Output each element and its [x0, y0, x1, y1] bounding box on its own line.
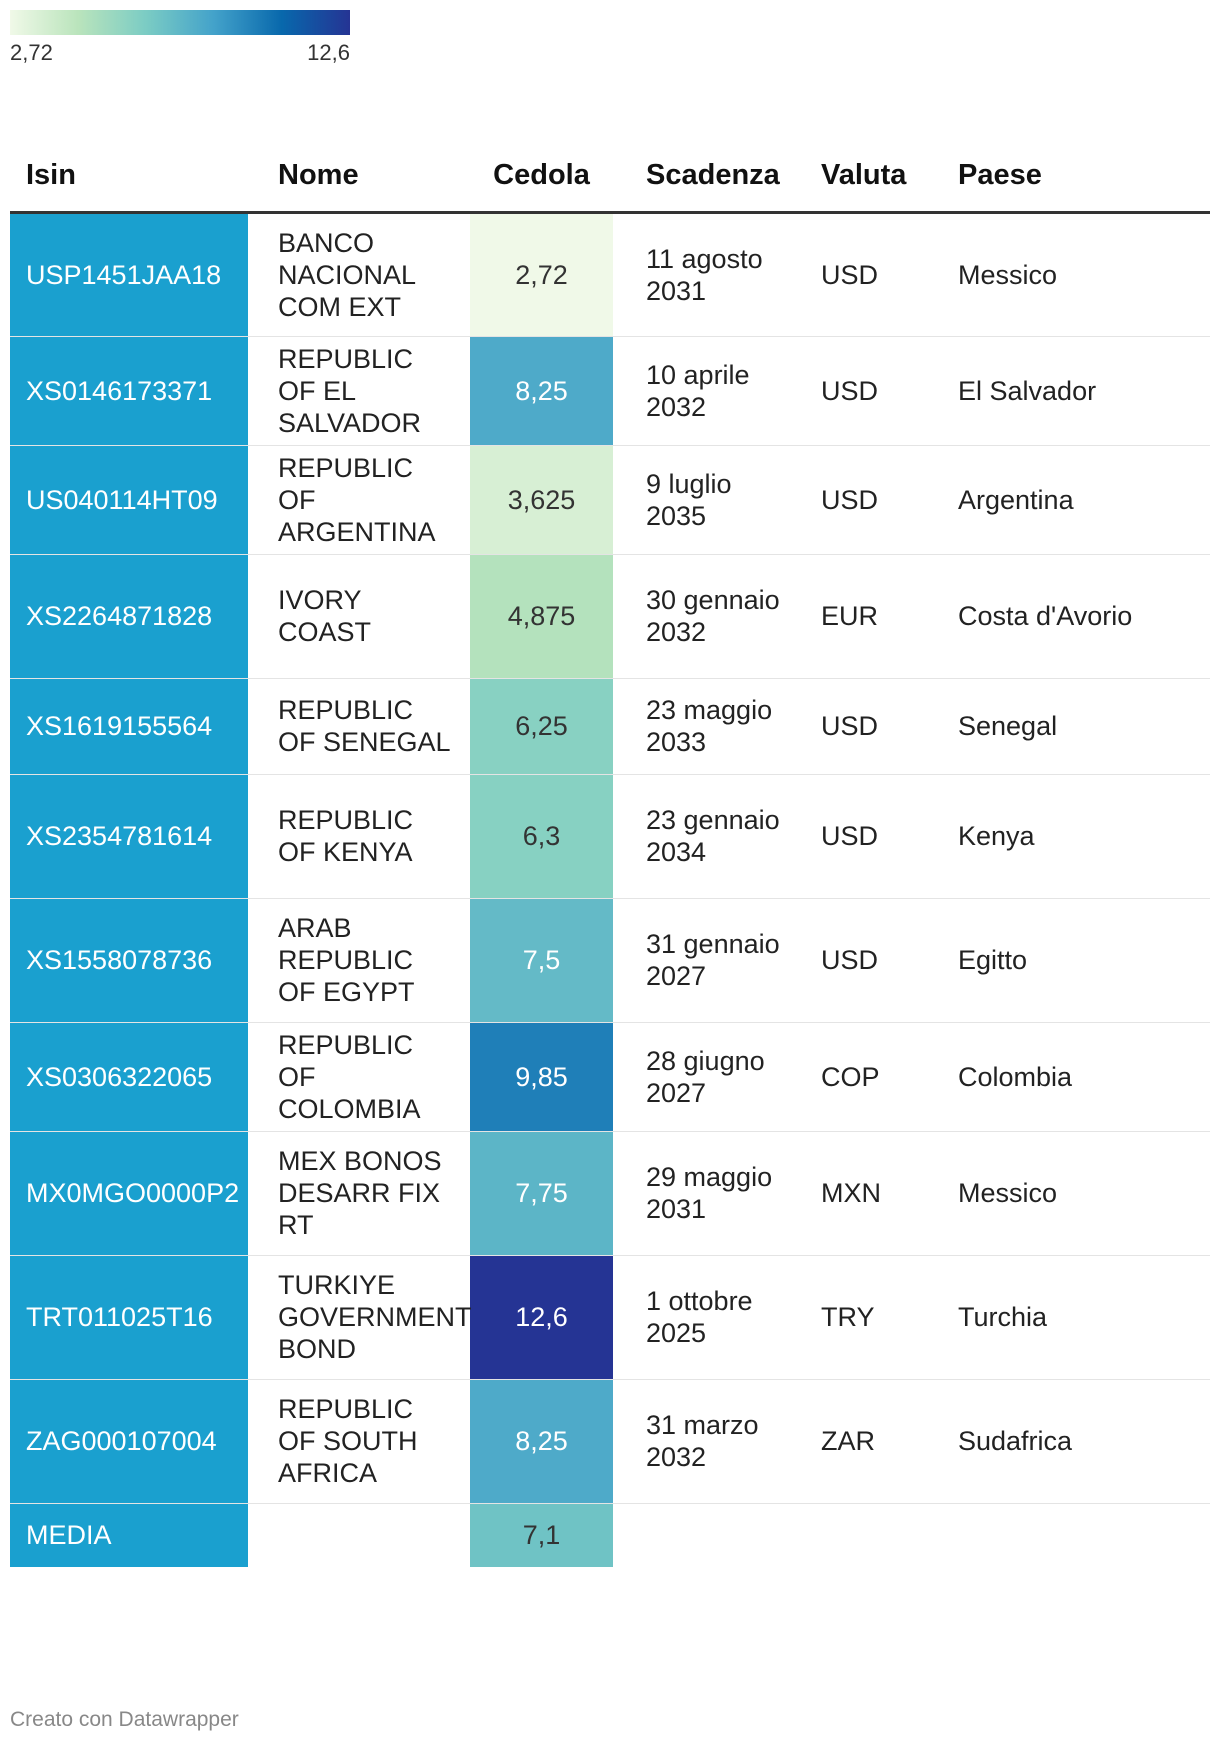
cell-paese: El Salvador	[958, 336, 1210, 446]
cell-scadenza: 29 maggio 2031	[613, 1131, 811, 1256]
table-row: USP1451JAA18 BANCO NACIONAL COM EXT 2,72 11…	[10, 212, 1210, 337]
cell-paese: Senegal	[958, 678, 1210, 775]
cell-valuta: USD	[811, 774, 958, 899]
cell-paese: Colombia	[958, 1022, 1210, 1132]
cell-cedola: 12,6	[470, 1255, 613, 1380]
table-body: USP1451JAA18 BANCO NACIONAL COM EXT 2,72 11…	[10, 212, 1210, 1567]
table-row: XS2264871828 IVORY COAST 4,875 30 gennaio 2…	[10, 554, 1210, 679]
legend-max-label: 12,6	[307, 40, 350, 65]
legend-gradient-bar	[10, 10, 350, 35]
header-scadenza[interactable]: Scadenza	[613, 140, 811, 214]
cell-isin: XS1619155564	[10, 678, 248, 775]
cell-paese: Costa d'Avorio	[958, 554, 1210, 679]
header-paese[interactable]: Paese	[958, 140, 1210, 214]
cell-nome: ARAB REPUBLIC OF EGYPT	[248, 898, 470, 1023]
cell-nome: REPUBLIC OF SENEGAL	[248, 678, 470, 775]
cell-isin: MX0MGO0000P2	[10, 1131, 248, 1256]
cell-isin: XS0146173371	[10, 336, 248, 446]
cell-scadenza: 10 aprile 2032	[613, 336, 811, 446]
header-row: Isin Nome Cedola Scadenza Valuta Paese	[10, 140, 1210, 214]
cell-valuta: COP	[811, 1022, 958, 1132]
header-isin[interactable]: Isin	[10, 140, 248, 214]
cell-isin: XS0306322065	[10, 1022, 248, 1132]
cell-scadenza: 28 giugno 2027	[613, 1022, 811, 1132]
cell-isin: USP1451JAA18	[10, 212, 248, 337]
cell-paese: Messico	[958, 1131, 1210, 1256]
cell-nome: REPUBLIC OF EL SALVADOR	[248, 336, 470, 446]
table-row: XS1558078736 ARAB REPUBLIC OF EGYPT 7,5 31 …	[10, 898, 1210, 1023]
header-cedola[interactable]: Cedola	[470, 140, 613, 214]
cell-valuta: MXN	[811, 1131, 958, 1256]
cell-cedola: 8,25	[470, 1379, 613, 1504]
cell-empty	[613, 1503, 811, 1567]
cell-valuta: ZAR	[811, 1379, 958, 1504]
bonds-table: Isin Nome Cedola Scadenza Valuta Paese U…	[10, 140, 1210, 1567]
color-legend: 2,72 12,6	[10, 10, 350, 70]
table-row: XS1619155564 REPUBLIC OF SENEGAL 6,25 23 ma…	[10, 678, 1210, 775]
cell-paese: Sudafrica	[958, 1379, 1210, 1504]
cell-empty	[811, 1503, 958, 1567]
cell-paese: Kenya	[958, 774, 1210, 899]
cell-empty	[248, 1503, 470, 1567]
cell-nome: REPUBLIC OF KENYA	[248, 774, 470, 899]
table-row: MX0MGO0000P2 MEX BONOS DESARR FIX RT 7,75 2…	[10, 1131, 1210, 1256]
cell-isin: XS2264871828	[10, 554, 248, 679]
cell-cedola: 9,85	[470, 1022, 613, 1132]
cell-paese: Egitto	[958, 898, 1210, 1023]
cell-scadenza: 9 luglio 2035	[613, 445, 811, 555]
cell-cedola: 7,75	[470, 1131, 613, 1256]
header-nome[interactable]: Nome	[248, 140, 470, 214]
cell-empty	[958, 1503, 1210, 1567]
table-row: TRT011025T16 TURKIYE GOVERNMENT BOND 12,6 1…	[10, 1255, 1210, 1380]
cell-scadenza: 23 maggio 2033	[613, 678, 811, 775]
cell-scadenza: 1 ottobre 2025	[613, 1255, 811, 1380]
cell-nome: MEX BONOS DESARR FIX RT	[248, 1131, 470, 1256]
cell-cedola: 6,3	[470, 774, 613, 899]
cell-scadenza: 31 gennaio 2027	[613, 898, 811, 1023]
cell-paese: Argentina	[958, 445, 1210, 555]
table-row: XS0146173371 REPUBLIC OF EL SALVADOR 8,25 1…	[10, 336, 1210, 446]
cell-valuta: USD	[811, 898, 958, 1023]
cell-cedola: 3,625	[470, 445, 613, 555]
cell-paese: Messico	[958, 212, 1210, 337]
cell-nome: REPUBLIC OF COLOMBIA	[248, 1022, 470, 1132]
cell-isin: XS2354781614	[10, 774, 248, 899]
cell-isin: US040114HT09	[10, 445, 248, 555]
cell-isin: TRT011025T16	[10, 1255, 248, 1380]
table-row: XS2354781614 REPUBLIC OF KENYA 6,3 23 genna…	[10, 774, 1210, 899]
cell-isin: ZAG000107004	[10, 1379, 248, 1504]
cell-nome: BANCO NACIONAL COM EXT	[248, 212, 470, 337]
cell-nome: IVORY COAST	[248, 554, 470, 679]
cell-cedola: 8,25	[470, 336, 613, 446]
cell-valuta: USD	[811, 678, 958, 775]
cell-nome: REPUBLIC OF SOUTH AFRICA	[248, 1379, 470, 1504]
cell-valuta: TRY	[811, 1255, 958, 1380]
cell-cedola: 4,875	[470, 554, 613, 679]
cell-nome: REPUBLIC OF ARGENTINA	[248, 445, 470, 555]
cell-valuta: USD	[811, 212, 958, 337]
cell-cedola: 2,72	[470, 212, 613, 337]
cell-isin: XS1558078736	[10, 898, 248, 1023]
cell-scadenza: 31 marzo 2032	[613, 1379, 811, 1504]
cell-valuta: USD	[811, 336, 958, 446]
footer-credit: Creato con Datawrapper	[10, 1708, 239, 1731]
cell-cedola: 7,5	[470, 898, 613, 1023]
average-row: MEDIA 7,1	[10, 1503, 1210, 1567]
cell-scadenza: 11 agosto 2031	[613, 212, 811, 337]
cell-paese: Turchia	[958, 1255, 1210, 1380]
table-row: XS0306322065 REPUBLIC OF COLOMBIA 9,85 28 g…	[10, 1022, 1210, 1132]
table-row: ZAG000107004 REPUBLIC OF SOUTH AFRICA 8,25…	[10, 1379, 1210, 1504]
header-valuta[interactable]: Valuta	[811, 140, 958, 214]
cell-average-label: MEDIA	[10, 1503, 248, 1567]
cell-cedola: 6,25	[470, 678, 613, 775]
cell-average-cedola: 7,1	[470, 1503, 613, 1567]
cell-scadenza: 23 gennaio 2034	[613, 774, 811, 899]
cell-nome: TURKIYE GOVERNMENT BOND	[248, 1255, 472, 1380]
cell-valuta: EUR	[811, 554, 958, 679]
table-row: US040114HT09 REPUBLIC OF ARGENTINA 3,625 9 …	[10, 445, 1210, 555]
legend-min-label: 2,72	[10, 40, 53, 65]
cell-valuta: USD	[811, 445, 958, 555]
cell-scadenza: 30 gennaio 2032	[613, 554, 811, 679]
